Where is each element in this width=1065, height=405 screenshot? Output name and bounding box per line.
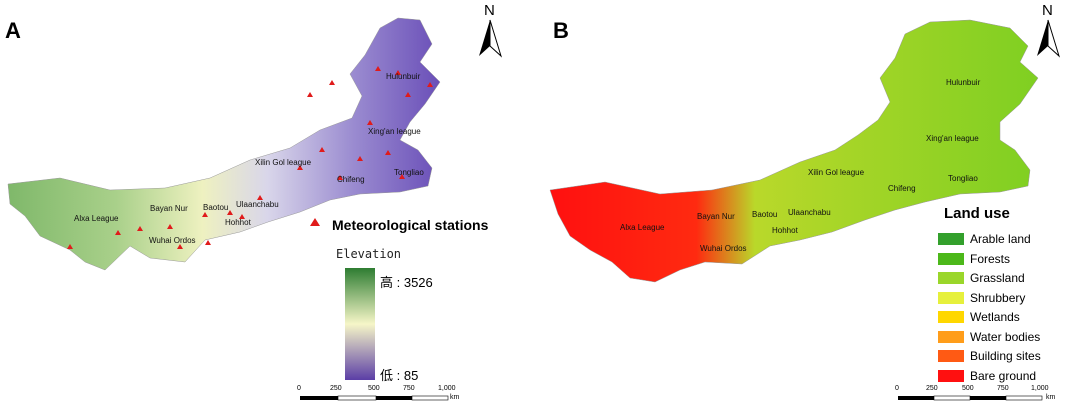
city-label: Xing'an league: [926, 134, 979, 143]
city-label: Alxa League: [620, 223, 665, 232]
city-label: Baotou: [752, 210, 778, 219]
landuse-item: Wetlands: [938, 310, 1020, 324]
landuse-item: Forests: [938, 252, 1010, 266]
stations-legend-label: Meteorological stations: [332, 217, 489, 233]
city-label: Bayan Nur: [150, 204, 188, 213]
panel-a-letter: A: [5, 18, 21, 43]
swatch-bare-ground: [938, 370, 964, 382]
city-label: Hohhot: [225, 218, 251, 227]
north-label-b: N: [1042, 2, 1053, 19]
landuse-item: Water bodies: [938, 330, 1040, 344]
scale-bar-b: [898, 395, 1043, 401]
north-label-a: N: [484, 2, 495, 19]
scale-bar-a: [300, 395, 449, 401]
scale-tick: 500: [962, 385, 974, 392]
north-arrow-b: [1037, 19, 1061, 58]
panel-b-letter: B: [553, 18, 569, 43]
landuse-legend-title: Land use: [944, 205, 1010, 222]
city-label: Hulunbuir: [386, 72, 421, 81]
station-legend-icon: [310, 218, 320, 226]
scale-tick: 250: [926, 385, 938, 392]
city-label: Ulaanchabu: [788, 208, 831, 217]
landuse-item: Shrubbery: [938, 291, 1025, 305]
elevation-high-label: 高 : 3526: [380, 275, 433, 290]
city-label: Xilin Gol league: [808, 168, 865, 177]
city-label: Tongliao: [394, 168, 424, 177]
swatch-water-bodies: [938, 331, 964, 343]
city-label: Wuhai Ordos: [700, 244, 747, 253]
city-label: Tongliao: [948, 174, 978, 183]
scale-tick: 500: [368, 385, 380, 392]
city-label: Bayan Nur: [697, 212, 735, 221]
scale-tick: 1,000: [438, 385, 456, 392]
station-markers: [67, 66, 433, 249]
swatch-wetlands: [938, 311, 964, 323]
elevation-low-label: 低 : 85: [380, 368, 419, 383]
city-label: Hohhot: [772, 226, 798, 235]
city-label: Wuhai Ordos: [149, 236, 196, 245]
scale-tick: 0: [895, 385, 899, 392]
city-label: Xilin Gol league: [255, 158, 312, 167]
region-b-shape: [549, 19, 1039, 283]
city-label: Alxa League: [74, 214, 119, 223]
scale-tick: 750: [403, 385, 415, 392]
swatch-shrubbery: [938, 292, 964, 304]
city-label: Chifeng: [337, 175, 365, 184]
swatch-grassland: [938, 272, 964, 284]
north-arrow-a: [479, 19, 503, 58]
scale-tick: 250: [330, 385, 342, 392]
swatch-arable-land: [938, 233, 964, 245]
city-label: Chifeng: [888, 184, 916, 193]
landuse-item: Arable land: [938, 232, 1031, 246]
scale-unit: km: [450, 394, 460, 401]
scale-tick: 750: [997, 385, 1009, 392]
city-label: Ulaanchabu: [236, 200, 279, 209]
region-a-shape: [7, 17, 441, 271]
landuse-item: Bare ground: [938, 369, 1036, 383]
swatch-building-sites: [938, 350, 964, 362]
swatch-forests: [938, 253, 964, 265]
city-label: Baotou: [203, 203, 229, 212]
elevation-legend-title: Elevation: [336, 247, 402, 261]
scale-unit: km: [1046, 394, 1056, 401]
landuse-item: Grassland: [938, 271, 1025, 285]
city-label: Xing'an league: [368, 127, 421, 136]
scale-tick: 0: [297, 385, 301, 392]
landuse-item: Building sites: [938, 349, 1041, 363]
city-label: Hulunbuir: [946, 78, 981, 87]
elevation-colorbar: [345, 268, 375, 380]
scale-tick: 1,000: [1031, 385, 1049, 392]
